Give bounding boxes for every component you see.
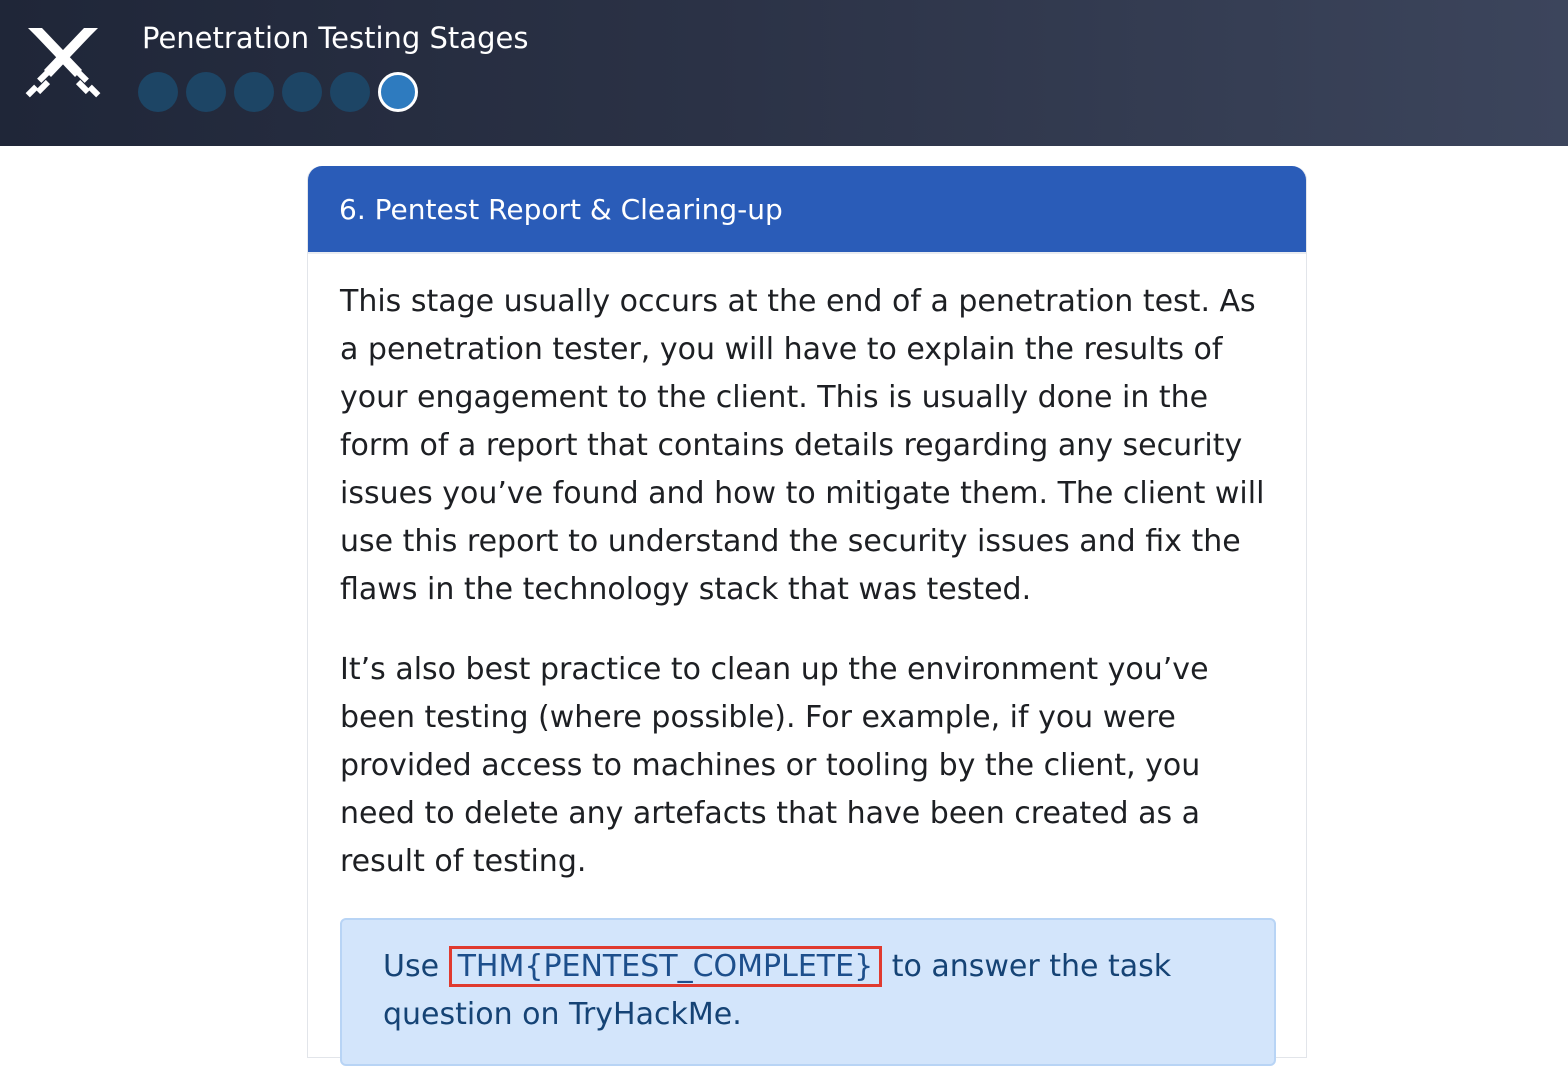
step-5-dot[interactable] [330, 72, 370, 112]
flag-callout: Use THM{PENTEST_COMPLETE} to answer the … [340, 918, 1276, 1066]
callout-prefix: Use [383, 949, 440, 984]
stage-card: 6. Pentest Report & Clearing-up This sta… [307, 166, 1307, 1066]
step-2-dot[interactable] [186, 72, 226, 112]
card-body: This stage usually occurs at the end of … [308, 254, 1306, 1066]
top-bar: Penetration Testing Stages [0, 0, 1568, 146]
progress-steps [138, 72, 418, 112]
step-6-dot-current[interactable] [378, 72, 418, 112]
crossed-swords-icon [25, 28, 101, 98]
room-title: Penetration Testing Stages [142, 21, 529, 55]
step-1-dot[interactable] [138, 72, 178, 112]
step-3-dot[interactable] [234, 72, 274, 112]
card-header: 6. Pentest Report & Clearing-up [308, 166, 1306, 254]
paragraph-report: This stage usually occurs at the end of … [340, 284, 1265, 607]
callout-suffix: to answer the task question on TryHackMe… [383, 949, 1172, 1032]
card-title: 6. Pentest Report & Clearing-up [339, 192, 783, 226]
paragraph-cleanup: It’s also best practice to clean up the … [340, 652, 1209, 879]
flag-text[interactable]: THM{PENTEST_COMPLETE} [448, 946, 883, 987]
step-4-dot[interactable] [282, 72, 322, 112]
